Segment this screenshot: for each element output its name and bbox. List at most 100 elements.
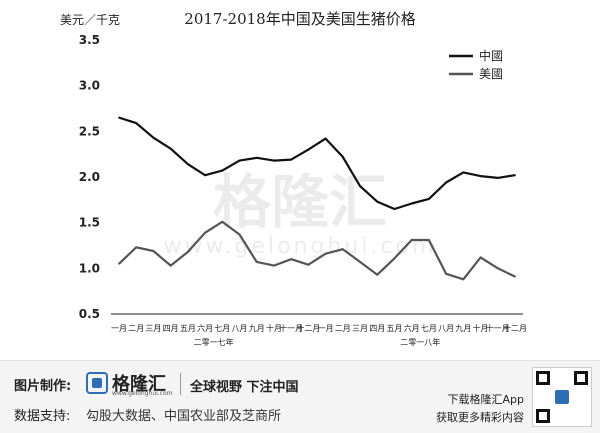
data-point: [341, 156, 344, 158]
data-point: [204, 174, 206, 177]
x-tick-label: 九月: [249, 324, 265, 333]
x-tick-label: 三月: [145, 324, 161, 333]
x-tick-label: 五月: [386, 324, 402, 333]
data-point: [393, 257, 396, 260]
data-point: [204, 231, 206, 234]
qr-code-icon[interactable]: [532, 367, 592, 427]
data-point: [290, 158, 293, 161]
legend-label: 美國: [479, 67, 503, 81]
x-tick-label: 七月: [214, 324, 230, 333]
data-point: [410, 202, 413, 205]
data-point: [273, 159, 275, 162]
app-download-text: 下载格隆汇App: [447, 393, 525, 406]
x-tick-label: 四月: [163, 324, 179, 333]
data-point: [307, 148, 310, 151]
year-group-label: 二零一七年: [194, 337, 234, 347]
data-point: [221, 169, 224, 172]
data-point: [393, 208, 396, 210]
y-tick-label: 3.0: [79, 79, 100, 93]
data-point: [376, 273, 379, 276]
data-point: [273, 264, 275, 267]
x-tick-label: 二月: [128, 324, 144, 333]
x-tick-label: 五月: [180, 324, 196, 333]
data-point: [514, 174, 516, 177]
series-line: [118, 116, 516, 211]
chart-title: 2017-2018年中国及美国生猪价格: [184, 10, 415, 28]
data-point: [324, 137, 327, 140]
x-tick-label: 七月: [421, 324, 437, 333]
x-tick-label: 四月: [369, 324, 385, 333]
slogan: 全球视野 下注中国: [190, 380, 299, 395]
data-point: [238, 159, 241, 162]
data-point: [445, 272, 448, 275]
data-point: [307, 263, 310, 266]
data-point: [479, 175, 482, 177]
data-point: [462, 278, 465, 281]
data-point: [359, 261, 361, 263]
data-point: [410, 239, 413, 241]
x-tick-label: 一月: [318, 324, 334, 333]
y-tick-label: 3.5: [79, 33, 100, 47]
data-point: [496, 177, 499, 179]
watermark-main: 格隆汇: [213, 168, 387, 236]
data-point: [445, 181, 448, 184]
x-tick-label: 三月: [352, 324, 368, 333]
x-tick-label: 十一月: [279, 323, 303, 333]
data-point: [118, 262, 120, 265]
x-tick-label: 八月: [438, 324, 454, 333]
data-point: [238, 233, 241, 236]
x-tick-label: 十二月: [296, 323, 320, 333]
x-tick-label: 六月: [197, 323, 213, 333]
series-line: [118, 220, 516, 281]
data-point: [152, 136, 155, 139]
data-point: [221, 220, 224, 223]
logo-sub: www.gelonghui.com: [112, 390, 173, 397]
y-tick-label: 0.5: [79, 307, 100, 321]
data-point: [169, 264, 172, 267]
chart-area: 格隆汇 www.gelonghui.com 2017-2018年中国及美国生猪价格美…: [60, 10, 527, 347]
image-label: 图片制作:: [14, 379, 72, 394]
data-point: [169, 147, 172, 150]
app-promo-text: 获取更多精彩内容: [436, 411, 524, 424]
data-point: [186, 163, 189, 166]
data-point: [462, 171, 465, 174]
footer: 图片制作: 格隆汇 www.gelonghui.com 全球视野 下注中国 数据…: [0, 360, 600, 433]
data-point: [376, 200, 379, 203]
y-tick-label: 1.5: [79, 216, 100, 230]
data-point: [514, 275, 516, 278]
x-tick-label: 十月: [473, 323, 489, 333]
data-point: [428, 198, 430, 200]
x-tick-label: 九月: [455, 324, 471, 333]
data-point: [496, 267, 499, 270]
data-point: [255, 261, 258, 263]
footer-divider: [180, 373, 181, 395]
data-point: [135, 122, 138, 125]
x-tick-label: 十月: [266, 323, 282, 333]
data-point: [290, 258, 293, 261]
data-point: [118, 116, 120, 119]
line-chart: 格隆汇www.gelonghui.com2017-2018年中国及美国生猪价格美…: [60, 10, 527, 347]
data-point: [341, 248, 344, 251]
data-point: [428, 239, 430, 241]
x-tick-label: 十二月: [503, 323, 527, 333]
logo-name: 格隆汇: [112, 374, 166, 395]
x-tick-label: 八月: [232, 324, 248, 333]
y-tick-label: 2.5: [79, 124, 100, 138]
legend-label: 中國: [479, 48, 503, 63]
y-axis-label: 美元／千克: [60, 13, 120, 27]
source-text: 勾股大数据、中国农业部及芝商所: [86, 409, 282, 424]
x-tick-label: 六月: [404, 323, 420, 333]
data-point: [479, 256, 482, 259]
x-tick-label: 一月: [111, 324, 127, 333]
data-point: [255, 156, 258, 159]
data-point: [135, 246, 138, 249]
year-group-label: 二零一八年: [400, 337, 440, 347]
data-point: [152, 250, 155, 252]
x-tick-label: 十一月: [486, 323, 510, 333]
y-tick-label: 2.0: [79, 170, 100, 184]
data-point: [324, 252, 327, 255]
gelonghui-logo-icon: [86, 372, 108, 394]
data-point: [359, 185, 361, 188]
source-label: 数据支持:: [14, 409, 71, 424]
data-point: [186, 250, 189, 253]
